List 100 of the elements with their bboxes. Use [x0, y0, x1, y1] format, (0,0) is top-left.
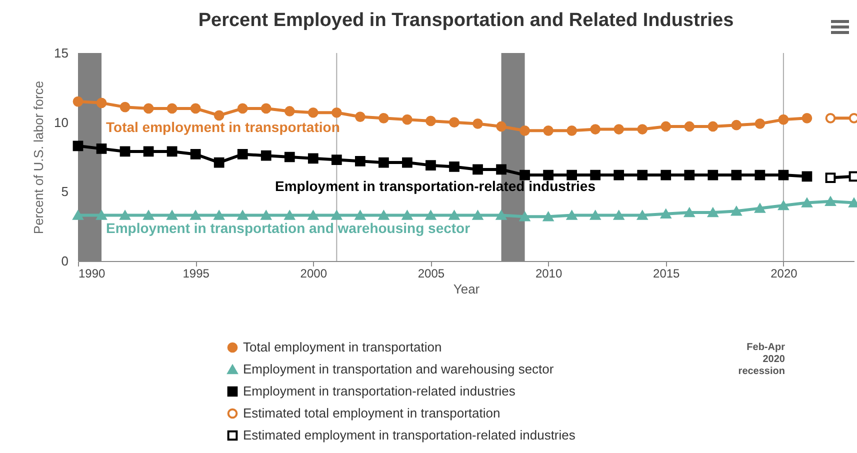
point	[143, 146, 154, 157]
point	[708, 208, 718, 218]
point	[825, 113, 836, 124]
text: Employment in transportation-related industries	[275, 178, 596, 194]
x-tick-label: 2020	[770, 266, 798, 280]
point	[566, 125, 577, 136]
point	[355, 156, 366, 166]
point	[637, 170, 648, 180]
point	[449, 210, 460, 220]
point	[543, 212, 554, 222]
point	[731, 120, 742, 130]
point	[355, 112, 366, 122]
point	[143, 103, 154, 114]
point	[308, 107, 318, 118]
point	[331, 107, 342, 118]
point	[708, 170, 718, 180]
point	[284, 210, 295, 220]
point	[590, 124, 601, 134]
point	[402, 114, 412, 125]
point	[520, 125, 530, 136]
x-tick-label: 2015	[653, 266, 680, 280]
x-tick-label: 2005	[418, 266, 445, 280]
point	[566, 170, 577, 180]
y-axis-title: Percent of U.S. labor force	[31, 80, 46, 234]
point	[308, 210, 318, 220]
point	[731, 170, 742, 180]
y-tick-label: 0	[61, 254, 68, 268]
point	[802, 198, 812, 208]
point	[120, 146, 130, 157]
point	[496, 164, 506, 175]
point	[143, 210, 154, 220]
point	[426, 210, 436, 220]
point	[660, 170, 672, 180]
point	[72, 96, 84, 107]
x-tick-label: 2000	[300, 266, 328, 280]
point	[566, 210, 577, 220]
y-tick-label: 10	[54, 114, 68, 130]
point	[426, 160, 436, 171]
legend-label: Employment in transportation-related industries	[243, 384, 516, 398]
point	[72, 210, 84, 220]
point	[754, 204, 766, 213]
point	[308, 153, 318, 164]
legend-label: Total employment in transportation	[243, 340, 442, 354]
point	[237, 149, 248, 160]
point	[237, 210, 248, 220]
point	[684, 121, 695, 132]
point	[166, 210, 178, 220]
point	[120, 102, 130, 112]
point	[543, 125, 554, 136]
point	[614, 210, 624, 220]
text: Employment in transportation and warehousing sector	[106, 220, 470, 236]
point	[402, 210, 412, 220]
point	[472, 164, 483, 175]
point	[166, 103, 178, 114]
point	[284, 106, 295, 116]
point	[660, 209, 672, 218]
point	[449, 117, 460, 128]
point	[472, 210, 483, 220]
point	[848, 113, 857, 124]
x-tick-label: 2010	[535, 266, 562, 280]
point	[520, 170, 530, 180]
y-tick-label: 5	[61, 184, 68, 200]
point	[802, 171, 812, 182]
point	[778, 170, 789, 180]
point	[684, 208, 695, 218]
point	[449, 162, 460, 172]
point	[214, 110, 224, 121]
point	[72, 140, 84, 152]
point	[614, 170, 624, 180]
point	[684, 170, 695, 180]
point	[190, 103, 201, 114]
point	[637, 210, 648, 220]
point	[590, 210, 601, 220]
point	[708, 121, 718, 132]
point	[378, 113, 389, 124]
legend-label: Estimated total employment in transportation	[243, 406, 500, 420]
point	[96, 143, 107, 154]
point	[614, 124, 624, 134]
text: Feb-Apr 2020 recession	[737, 342, 785, 378]
legend-label: Estimated employment in transportation-related industries	[243, 428, 576, 442]
point	[331, 210, 342, 220]
point	[331, 154, 342, 165]
point	[190, 210, 201, 220]
chart-title: Percent Employed in Transportation and Related Industries	[198, 10, 734, 31]
x-tick-label: 1995	[182, 266, 210, 280]
point	[96, 98, 107, 108]
point	[825, 172, 836, 183]
point	[96, 210, 107, 220]
point	[825, 196, 836, 206]
point	[520, 212, 530, 222]
point	[543, 170, 554, 180]
point	[778, 114, 789, 125]
point	[378, 157, 389, 168]
point	[496, 210, 506, 220]
point	[496, 121, 506, 132]
point	[120, 210, 130, 220]
point	[660, 121, 672, 132]
point	[754, 118, 766, 129]
text: Total employment in transportation	[106, 119, 340, 135]
point	[472, 118, 483, 129]
